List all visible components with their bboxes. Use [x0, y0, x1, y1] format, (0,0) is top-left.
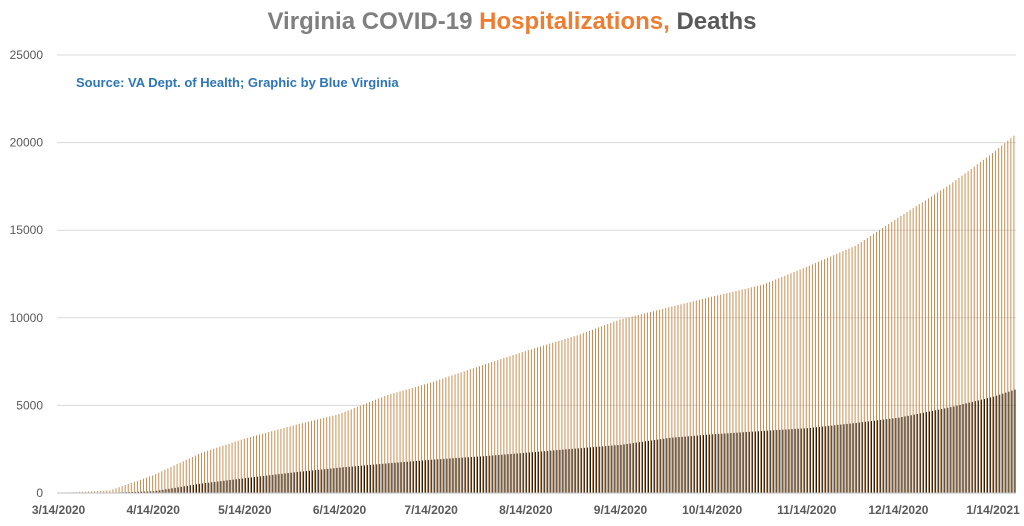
chart-title: Virginia COVID-19 Hospitalizations, Deat…: [0, 8, 1024, 36]
chart-title-part2: Hospitalizations,: [479, 8, 670, 35]
chart-annotation: Source: VA Dept. of Health; Graphic by B…: [76, 75, 399, 90]
y-tick-label: 20000: [10, 136, 44, 150]
y-tick-label: 25000: [10, 48, 44, 62]
x-tick-label: 11/14/2020: [777, 503, 837, 517]
x-tick-label: 3/14/2020: [32, 503, 86, 517]
y-tick-label: 15000: [10, 223, 44, 237]
y-tick-label: 5000: [16, 398, 43, 412]
x-tick-label: 8/14/2020: [499, 503, 553, 517]
x-tick-label: 1/14/2021: [966, 503, 1020, 517]
chart-title-part1: Virginia COVID-19: [267, 8, 473, 35]
y-tick-label: 10000: [10, 311, 44, 325]
x-tick-label: 10/14/2020: [682, 503, 742, 517]
x-tick-label: 12/14/2020: [868, 503, 928, 517]
chart-title-part3: Deaths: [676, 8, 757, 35]
x-tick-label: 7/14/2020: [404, 503, 458, 517]
x-tick-label: 4/14/2020: [127, 503, 181, 517]
x-tick-label: 9/14/2020: [594, 503, 648, 517]
x-tick-label: 5/14/2020: [218, 503, 272, 517]
x-tick-label: 6/14/2020: [313, 503, 367, 517]
y-tick-label: 0: [36, 486, 43, 500]
